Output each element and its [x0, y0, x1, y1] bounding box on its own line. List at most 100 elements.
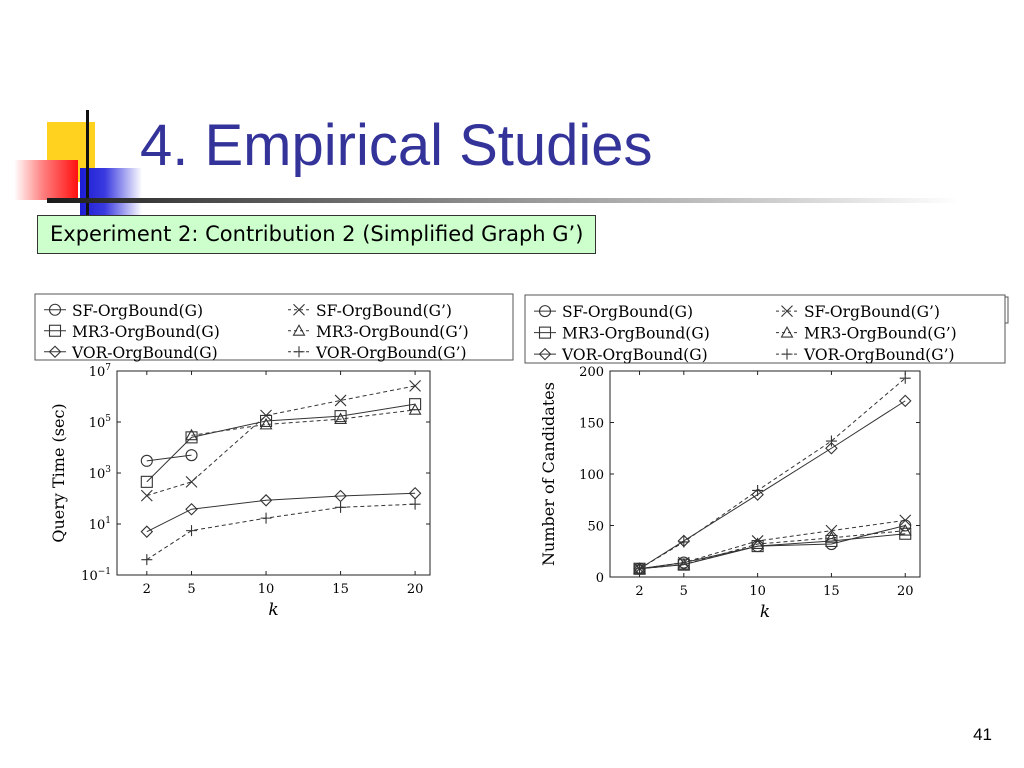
- x-tick-label: 20: [897, 584, 914, 599]
- y-tick-label: 107: [89, 363, 112, 380]
- data-point-sf-orgbound-g-prime: [899, 514, 912, 527]
- decor-blue-block: [80, 168, 142, 216]
- legend-label-mr3-orgbound-g-prime: MR3-OrgBound(G’): [804, 325, 957, 343]
- series-sf-orgbound-g: [140, 449, 198, 467]
- series-sf-orgbound-g-prime: [140, 380, 421, 502]
- data-point-vor-orgbound-g-prime: [752, 484, 764, 496]
- x-tick-label: 10: [258, 582, 275, 597]
- data-point-sf-orgbound-g-prime: [334, 394, 347, 407]
- data-point-mr3-orgbound-g-prime: [677, 558, 691, 570]
- data-point-mr3-orgbound-g: [409, 398, 422, 411]
- x-axis: 2 5 10 15 20: [635, 371, 914, 599]
- y-tick-label: 0: [596, 571, 604, 586]
- data-point-vor-orgbound-g-prime: [634, 563, 646, 575]
- series-line-sf-orgbound-g: [639, 525, 906, 570]
- y-axis: 0 50 100 150 200: [579, 365, 920, 586]
- data-point-mr3-orgbound-g-prime: [898, 524, 912, 536]
- series-vor-orgbound-g-prime: [634, 372, 911, 575]
- series-line-mr3-orgbound-g: [146, 403, 416, 483]
- legend-marker-vor-orgbound-g-prime: [781, 348, 793, 360]
- plot-frame: [116, 370, 431, 576]
- y-axis: 10−1 101 103 105 107: [81, 363, 430, 584]
- x-tick-label: 20: [407, 582, 424, 597]
- y-tick-label: 200: [579, 365, 604, 380]
- legend-marker-sf-orgbound-g-prime: [293, 303, 305, 316]
- legend-label-vor-orgbound-g: VOR-OrgBound(G): [561, 346, 708, 364]
- data-point-mr3-orgbound-g: [334, 410, 347, 423]
- legend-box: [524, 294, 1006, 364]
- series-line-mr3-orgbound-g-prime: [639, 530, 906, 570]
- legend-marker-mr3-orgbound-g: [48, 324, 62, 337]
- legend-marker-mr3-orgbound-g-prime: [780, 325, 794, 338]
- series-vor-orgbound-g-prime: [141, 498, 421, 566]
- data-point-sf-orgbound-g: [185, 449, 198, 462]
- x-tick-label: 2: [143, 582, 151, 597]
- data-point-vor-orgbound-g-prime: [825, 435, 837, 447]
- experiment-caption: Experiment 2: Contribution 2 (Simplified…: [37, 215, 597, 254]
- legend-label-mr3-orgbound-g: MR3-OrgBound(G): [562, 325, 710, 343]
- data-point-vor-orgbound-g: [140, 525, 154, 538]
- legend-label-vor-orgbound-g-prime: VOR-OrgBound(G’): [315, 344, 467, 362]
- series-vor-orgbound-g: [140, 487, 422, 538]
- data-point-vor-orgbound-g: [334, 489, 347, 503]
- legend-marker-vor-orgbound-g: [538, 347, 552, 361]
- x-tick-label: 15: [823, 584, 840, 599]
- y-tick-label: 10−1: [81, 567, 111, 584]
- y-tick-label: 150: [579, 417, 604, 432]
- data-point-vor-orgbound-g-prime: [678, 536, 690, 548]
- decor-title-underline: [47, 198, 960, 203]
- data-point-mr3-orgbound-g-prime: [408, 403, 422, 415]
- legend: SF-OrgBound(G) SF-OrgBound(G’) MR3-OrgBoun…: [524, 294, 1006, 364]
- legend-label-mr3-orgbound-g-prime: MR3-OrgBound(G’): [316, 323, 469, 341]
- data-point-mr3-orgbound-g-prime: [259, 417, 273, 430]
- series-vor-orgbound-g: [633, 394, 912, 576]
- decor-vertical-line: [86, 110, 89, 216]
- series-line-vor-orgbound-g-prime: [146, 503, 416, 561]
- data-point-mr3-orgbound-g-prime: [824, 531, 838, 543]
- data-point-vor-orgbound-g-prime: [335, 501, 347, 513]
- x-tick-label: 2: [635, 584, 643, 599]
- y-tick-label: 103: [89, 465, 112, 482]
- legend-label-sf-orgbound-g: SF-OrgBound(G): [562, 303, 693, 321]
- legend-label-sf-orgbound-g-prime: SF-OrgBound(G’): [804, 303, 940, 321]
- data-point-mr3-orgbound-g: [899, 527, 912, 540]
- data-point-sf-orgbound-g-prime: [825, 524, 838, 537]
- x-axis-label: k: [760, 602, 770, 622]
- legend-marker-vor-orgbound-g: [48, 345, 62, 359]
- series-mr3-orgbound-g: [633, 527, 912, 575]
- legend-label-sf-orgbound-g-prime: SF-OrgBound(G’): [316, 302, 452, 320]
- legend-label-vor-orgbound-g: VOR-OrgBound(G): [71, 344, 218, 362]
- data-point-mr3-orgbound-g-prime: [334, 412, 348, 425]
- data-point-vor-orgbound-g-prime: [260, 512, 272, 524]
- x-tick-label: 5: [187, 582, 195, 597]
- data-point-mr3-orgbound-g-prime: [751, 537, 765, 549]
- series-mr3-orgbound-g-prime: [633, 524, 912, 574]
- x-tick-label: 5: [680, 584, 688, 599]
- legend: SF-OrgBound(G) SF-OrgBound(G’) MR3-OrgBoun…: [34, 293, 514, 362]
- series-line-mr3-orgbound-g-prime: [191, 409, 416, 436]
- data-point-vor-orgbound-g: [898, 394, 912, 408]
- data-point-mr3-orgbound-g: [259, 414, 273, 427]
- data-point-vor-orgbound-g: [259, 494, 273, 507]
- data-point-vor-orgbound-g-prime: [409, 498, 421, 510]
- series-mr3-orgbound-g: [140, 398, 422, 488]
- y-tick-label: 50: [587, 520, 604, 535]
- data-point-mr3-orgbound-g: [185, 431, 198, 444]
- data-point-mr3-orgbound-g: [825, 534, 838, 547]
- y-tick-label: 100: [579, 468, 604, 483]
- series-line-sf-orgbound-g-prime: [146, 385, 416, 497]
- data-point-mr3-orgbound-g: [140, 475, 153, 488]
- data-point-vor-orgbound-g: [185, 502, 198, 516]
- data-point-vor-orgbound-g-prime: [186, 525, 198, 537]
- x-tick-label: 10: [749, 584, 766, 599]
- legend-box: [34, 293, 514, 361]
- data-point-sf-orgbound-g-prime: [185, 475, 198, 488]
- series-line-vor-orgbound-g: [639, 400, 906, 570]
- data-point-mr3-orgbound-g: [751, 540, 764, 553]
- y-tick-label: 105: [89, 414, 112, 431]
- series-line-sf-orgbound-g-prime: [639, 519, 906, 570]
- legend-label-vor-orgbound-g-prime: VOR-OrgBound(G’): [803, 346, 955, 364]
- page-number: 41: [973, 725, 992, 744]
- data-point-mr3-orgbound-g-prime: [185, 428, 198, 441]
- data-point-sf-orgbound-g-prime: [140, 489, 153, 502]
